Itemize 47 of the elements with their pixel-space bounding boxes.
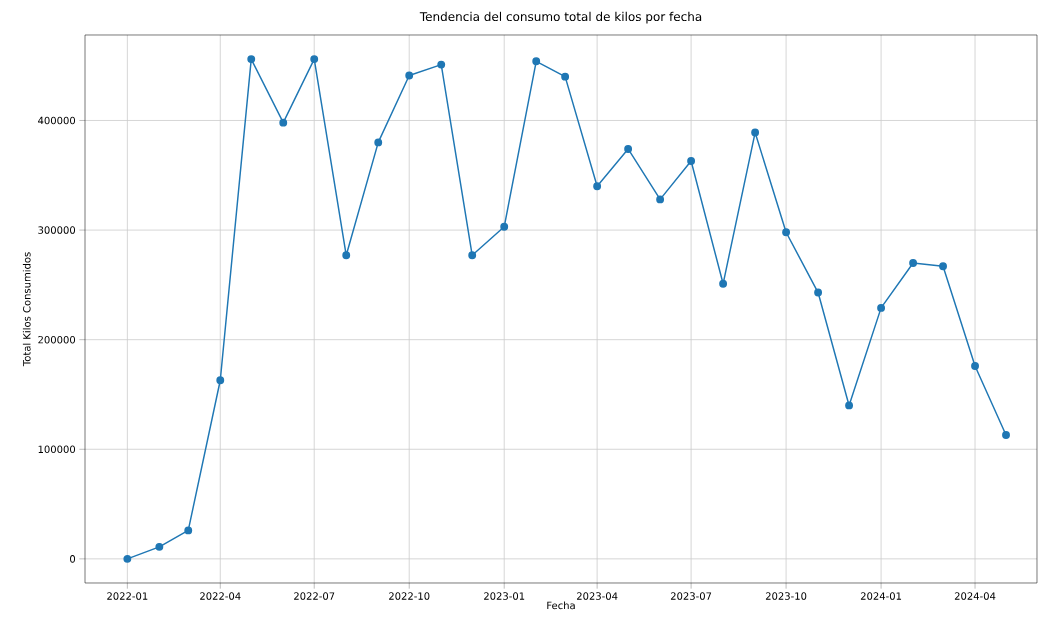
x-tick-label: 2023-07	[670, 592, 712, 600]
y-tick-label: 100000	[38, 445, 76, 454]
point	[123, 554, 132, 563]
point	[532, 57, 541, 66]
point	[468, 251, 477, 260]
point	[877, 303, 886, 312]
chart-title: Tendencia del consumo total de kilos por fecha	[419, 11, 702, 24]
x-tick-label: 2023-04	[576, 592, 618, 600]
point	[939, 262, 947, 271]
point	[155, 542, 164, 551]
point	[500, 222, 509, 231]
point	[909, 259, 918, 267]
y-tick-label: 200000	[38, 335, 76, 344]
point	[310, 55, 319, 64]
x-tick-label: 2022-07	[294, 592, 335, 600]
point	[751, 128, 760, 137]
point	[405, 71, 414, 80]
y-tick-label: 400000	[38, 116, 76, 125]
point	[374, 138, 383, 147]
x-tick-label: 2022-01	[107, 592, 148, 600]
x-axis-title: Fecha	[547, 601, 575, 610]
point	[687, 157, 696, 165]
x-tick-label: 2023-01	[484, 592, 525, 600]
y-tick-label: 0	[70, 555, 76, 563]
point	[342, 251, 351, 260]
point	[656, 195, 665, 204]
point	[437, 60, 446, 69]
point	[1002, 431, 1010, 439]
point	[247, 55, 256, 64]
x-tick-label: 2022-10	[389, 592, 430, 600]
point	[279, 118, 288, 127]
point	[971, 362, 979, 370]
x-tick-label: 2023-10	[765, 592, 807, 600]
point	[845, 401, 854, 410]
point	[624, 145, 633, 153]
point	[814, 288, 823, 297]
y-axis-title: Total Kilos Consumidos	[22, 252, 31, 367]
x-tick-label: 2024-04	[954, 592, 996, 600]
x-tick-label: 2022-04	[200, 592, 241, 600]
point	[184, 526, 193, 535]
x-tick-label: 2024-01	[860, 592, 902, 600]
point	[216, 376, 225, 385]
y-tick-label: 300000	[38, 226, 76, 234]
point	[719, 279, 728, 288]
point	[782, 228, 791, 237]
point	[593, 182, 602, 191]
point	[561, 72, 570, 81]
